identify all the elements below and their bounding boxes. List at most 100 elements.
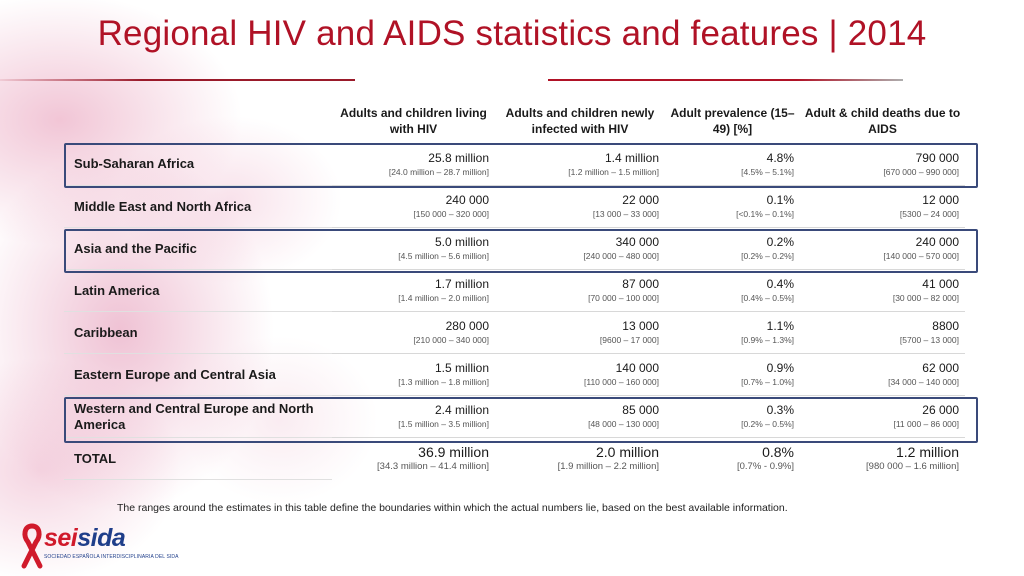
table-row: Latin America 1.7 million [1.4 million – … bbox=[64, 269, 965, 312]
region-label: Asia and the Pacific bbox=[64, 227, 332, 270]
infected-range: [13 000 – 33 000] bbox=[592, 209, 659, 219]
title-rule-left bbox=[0, 79, 355, 81]
deaths-value: 790 000 bbox=[915, 151, 959, 165]
prevalence-cell: 0.2% [0.2% – 0.2%] bbox=[665, 227, 800, 270]
living-range: [1.3 million – 1.8 million] bbox=[398, 377, 489, 387]
living-cell: 1.7 million [1.4 million – 2.0 million] bbox=[332, 269, 495, 312]
living-cell: 2.4 million [1.5 million – 3.5 million] bbox=[332, 395, 495, 438]
prevalence-range: [0.9% – 1.3%] bbox=[741, 335, 794, 345]
living-cell: 5.0 million [4.5 million – 5.6 million] bbox=[332, 227, 495, 270]
living-value: 1.5 million bbox=[434, 361, 489, 375]
deaths-cell: 62 000 [34 000 – 140 000] bbox=[800, 353, 965, 396]
infected-value: 340 000 bbox=[615, 235, 659, 249]
infected-range: [240 000 – 480 000] bbox=[583, 251, 659, 261]
living-range: [4.5 million – 5.6 million] bbox=[398, 251, 489, 261]
infected-cell: 1.4 million [1.2 million – 1.5 million] bbox=[495, 143, 665, 186]
table-row: Sub-Saharan Africa 25.8 million [24.0 mil… bbox=[64, 143, 965, 186]
living-value: 1.7 million bbox=[434, 277, 489, 291]
infected-range: [110 000 – 160 000] bbox=[584, 377, 659, 387]
infected-value: 2.0 million bbox=[595, 444, 659, 461]
region-label: Sub-Saharan Africa bbox=[64, 143, 332, 186]
deaths-value: 8800 bbox=[932, 319, 959, 333]
living-value: 25.8 million bbox=[428, 151, 489, 165]
table-row: Western and Central Europe and North Ame… bbox=[64, 395, 965, 438]
prevalence-range: [0.7% – 1.0%] bbox=[741, 377, 794, 387]
infected-value: 1.4 million bbox=[604, 151, 659, 165]
deaths-range: [5300 – 24 000] bbox=[899, 209, 959, 219]
infected-cell: 22 000 [13 000 – 33 000] bbox=[495, 185, 665, 228]
region-label: Latin America bbox=[64, 269, 332, 312]
prevalence-cell: 0.9% [0.7% – 1.0%] bbox=[665, 353, 800, 396]
statistics-table: Adults and children living with HIV Adul… bbox=[64, 103, 965, 480]
prevalence-range: [0.2% – 0.5%] bbox=[741, 419, 794, 429]
deaths-range: [5700 – 13 000] bbox=[899, 335, 959, 345]
prevalence-range: [<0.1% – 0.1%] bbox=[736, 209, 794, 219]
logo-subtitle: SOCIEDAD ESPAÑOLA INTERDISCIPLINARIA DEL… bbox=[44, 554, 179, 560]
footnote: The ranges around the estimates in this … bbox=[117, 502, 788, 514]
living-cell: 36.9 million [34.3 million – 41.4 million… bbox=[332, 438, 495, 480]
deaths-range: [670 000 – 990 000] bbox=[883, 167, 959, 177]
prevalence-range: [0.4% – 0.5%] bbox=[741, 293, 794, 303]
prevalence-value: 4.8% bbox=[766, 151, 794, 165]
living-cell: 240 000 [150 000 – 320 000] bbox=[332, 185, 495, 228]
deaths-cell: 8800 [5700 – 13 000] bbox=[800, 311, 965, 354]
deaths-value: 240 000 bbox=[915, 235, 959, 249]
prevalence-cell: 1.1% [0.9% – 1.3%] bbox=[665, 311, 800, 354]
prevalence-value: 0.8% bbox=[762, 444, 794, 461]
header-region bbox=[64, 103, 332, 144]
infected-range: [9600 – 17 000] bbox=[599, 335, 659, 345]
deaths-value: 26 000 bbox=[922, 403, 959, 417]
region-label: Middle East and North Africa bbox=[64, 185, 332, 228]
header-infected: Adults and children newly infected with … bbox=[495, 103, 665, 144]
page-title: Regional HIV and AIDS statistics and fea… bbox=[97, 14, 927, 53]
total-label: TOTAL bbox=[64, 437, 332, 480]
living-value: 280 000 bbox=[445, 319, 489, 333]
table-row: Asia and the Pacific 5.0 million [4.5 mil… bbox=[64, 227, 965, 270]
living-range: [24.0 million – 28.7 million] bbox=[388, 167, 489, 177]
infected-range: [1.2 million – 1.5 million] bbox=[568, 167, 659, 177]
table-row: Caribbean 280 000 [210 000 – 340 000] 13 … bbox=[64, 311, 965, 354]
deaths-range: [30 000 – 82 000] bbox=[892, 293, 959, 303]
table-row: Middle East and North Africa 240 000 [150… bbox=[64, 185, 965, 228]
living-range: [1.5 million – 3.5 million] bbox=[398, 419, 489, 429]
region-label: Caribbean bbox=[64, 311, 332, 354]
logo-wordmark: seisida bbox=[44, 524, 126, 552]
living-value: 2.4 million bbox=[434, 403, 489, 417]
aids-ribbon-icon bbox=[21, 523, 43, 569]
prevalence-value: 0.3% bbox=[766, 403, 794, 417]
deaths-value: 62 000 bbox=[922, 361, 959, 375]
deaths-cell: 26 000 [11 000 – 86 000] bbox=[800, 395, 965, 438]
infected-value: 22 000 bbox=[622, 193, 659, 207]
seisida-logo: seisida SOCIEDAD ESPAÑOLA INTERDISCIPLIN… bbox=[10, 522, 178, 572]
prevalence-value: 0.4% bbox=[766, 277, 794, 291]
prevalence-range: [0.2% – 0.2%] bbox=[741, 251, 794, 261]
infected-cell: 87 000 [70 000 – 100 000] bbox=[495, 269, 665, 312]
table-row: Eastern Europe and Central Asia 1.5 mill… bbox=[64, 353, 965, 396]
infected-cell: 13 000 [9600 – 17 000] bbox=[495, 311, 665, 354]
deaths-range: [11 000 – 86 000] bbox=[893, 419, 959, 429]
deaths-value: 1.2 million bbox=[895, 444, 959, 461]
title-rule-right bbox=[548, 79, 903, 81]
living-range: [34.3 million – 41.4 million] bbox=[377, 461, 489, 473]
infected-cell: 140 000 [110 000 – 160 000] bbox=[495, 353, 665, 396]
living-cell: 280 000 [210 000 – 340 000] bbox=[332, 311, 495, 354]
region-label: Eastern Europe and Central Asia bbox=[64, 353, 332, 396]
living-cell: 25.8 million [24.0 million – 28.7 million… bbox=[332, 143, 495, 186]
prevalence-range: [4.5% – 5.1%] bbox=[741, 167, 794, 177]
living-range: [1.4 million – 2.0 million] bbox=[398, 293, 489, 303]
deaths-cell: 1.2 million [980 000 – 1.6 million] bbox=[800, 438, 965, 480]
infected-value: 85 000 bbox=[622, 403, 659, 417]
header-prevalence: Adult prevalence (15–49) [%] bbox=[665, 103, 800, 144]
deaths-value: 41 000 bbox=[922, 277, 959, 291]
deaths-range: [34 000 – 140 000] bbox=[888, 377, 959, 387]
infected-value: 140 000 bbox=[615, 361, 659, 375]
infected-cell: 2.0 million [1.9 million – 2.2 million] bbox=[495, 438, 665, 480]
living-value: 240 000 bbox=[445, 193, 489, 207]
deaths-cell: 12 000 [5300 – 24 000] bbox=[800, 185, 965, 228]
header-deaths: Adult & child deaths due to AIDS bbox=[800, 103, 965, 144]
region-label: Western and Central Europe and North Ame… bbox=[64, 395, 332, 438]
living-range: [210 000 – 340 000] bbox=[413, 335, 489, 345]
infected-value: 13 000 bbox=[622, 319, 659, 333]
infected-cell: 85 000 [48 000 – 130 000] bbox=[495, 395, 665, 438]
prevalence-value: 0.2% bbox=[766, 235, 794, 249]
